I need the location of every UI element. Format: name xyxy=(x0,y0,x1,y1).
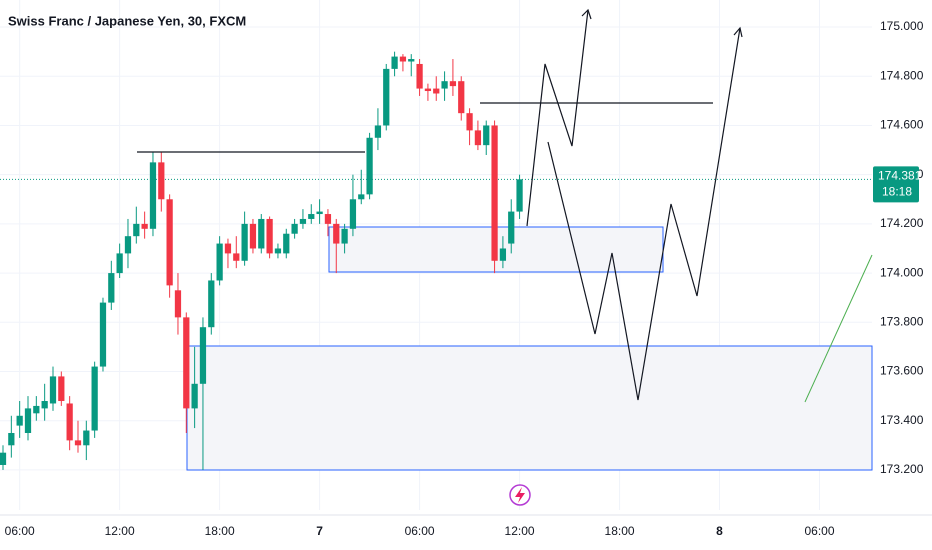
candle-body xyxy=(316,211,323,215)
candle-body xyxy=(341,228,348,244)
candle-body xyxy=(208,280,215,328)
candle-body xyxy=(49,376,57,404)
candle-body xyxy=(91,366,98,431)
projection-path xyxy=(547,27,741,401)
x-tick-label: 12:00 xyxy=(505,524,535,538)
candle-body xyxy=(333,223,340,244)
candle-body xyxy=(174,290,182,318)
y-tick-label: 174.200 xyxy=(880,216,924,230)
x-tick-label: 18:00 xyxy=(205,524,235,538)
candle-body xyxy=(183,317,190,409)
y-tick-label: 173.400 xyxy=(880,413,924,427)
y-tick-label: 174.000 xyxy=(880,265,924,279)
candle-body xyxy=(124,236,132,254)
candle-body xyxy=(424,88,432,92)
candle-body xyxy=(366,137,373,195)
candle-body xyxy=(391,56,398,69)
arrow-head xyxy=(733,26,743,38)
candle-body xyxy=(158,162,165,200)
candle-body xyxy=(191,383,198,409)
x-tick-label: 7 xyxy=(316,524,323,538)
arrow-head xyxy=(581,8,592,20)
event-icon[interactable] xyxy=(509,484,531,506)
candle-body xyxy=(308,214,315,219)
candle-body xyxy=(41,401,48,409)
candle-body xyxy=(291,223,298,234)
candle-body xyxy=(474,130,482,146)
candle-body xyxy=(233,253,240,261)
candle-body xyxy=(483,125,490,146)
candle-body xyxy=(166,199,173,286)
candle-body xyxy=(116,253,123,274)
candle-body xyxy=(149,162,157,229)
candle-body xyxy=(66,403,73,441)
candle-body xyxy=(358,194,365,200)
y-tick-label: 174.800 xyxy=(880,68,924,82)
candle-body xyxy=(324,214,332,224)
candle-body xyxy=(458,81,465,114)
candle-body xyxy=(249,223,257,249)
candle-body xyxy=(16,415,23,426)
candle-body xyxy=(108,273,115,303)
projection-path xyxy=(526,9,589,227)
y-tick-label: 174.600 xyxy=(880,118,924,132)
candle-body xyxy=(383,68,390,126)
candle-body xyxy=(399,56,407,62)
candle-body xyxy=(58,376,65,402)
x-tick-label: 06:00 xyxy=(804,524,834,538)
candle-body xyxy=(241,223,248,261)
countdown-label: 18:18 xyxy=(882,185,912,199)
candle-body xyxy=(99,302,107,367)
x-tick-label: 06:00 xyxy=(405,524,435,538)
candle-body xyxy=(283,233,290,254)
candle-body xyxy=(408,59,415,62)
candle-body xyxy=(141,223,148,229)
candle-body xyxy=(508,211,515,244)
candle-body xyxy=(516,179,523,212)
candle-body xyxy=(133,223,140,237)
last-price-label: 174.381 xyxy=(878,169,922,183)
candle-body xyxy=(433,88,440,94)
x-tick-label: 12:00 xyxy=(105,524,135,538)
candle-body xyxy=(374,125,382,138)
candles xyxy=(0,51,523,470)
candle-body xyxy=(258,218,265,249)
candle-body xyxy=(466,113,473,131)
candle-body xyxy=(349,199,357,229)
candle-body xyxy=(199,327,207,384)
chart-title: Swiss Franc / Japanese Yen, 30, FXCM xyxy=(8,13,246,28)
candle-body xyxy=(224,243,232,254)
y-tick-label: 173.600 xyxy=(880,364,924,378)
trend-line xyxy=(804,254,873,403)
x-tick-label: 8 xyxy=(716,524,723,538)
candle-body xyxy=(33,405,40,414)
y-tick-label: 173.800 xyxy=(880,314,924,328)
candle-body xyxy=(274,248,282,254)
candle-body xyxy=(266,218,273,254)
candle-body xyxy=(491,125,498,261)
candle-body xyxy=(416,63,423,89)
zone-box xyxy=(186,345,873,471)
candle-body xyxy=(74,440,82,446)
candle-body xyxy=(499,248,507,261)
candle-body xyxy=(441,81,448,89)
candle-body xyxy=(449,81,457,87)
y-tick-label: 175.000 xyxy=(880,19,924,33)
candle-body xyxy=(83,430,90,446)
candle-body xyxy=(299,218,307,224)
last-price-box xyxy=(873,166,919,203)
candle-body xyxy=(216,243,223,281)
x-tick-label: 18:00 xyxy=(605,524,635,538)
candle-body xyxy=(8,432,15,446)
candle-body xyxy=(24,408,32,433)
candle-body xyxy=(0,452,7,465)
x-tick-label: 06:00 xyxy=(5,524,35,538)
y-tick-label: 173.200 xyxy=(880,462,924,476)
